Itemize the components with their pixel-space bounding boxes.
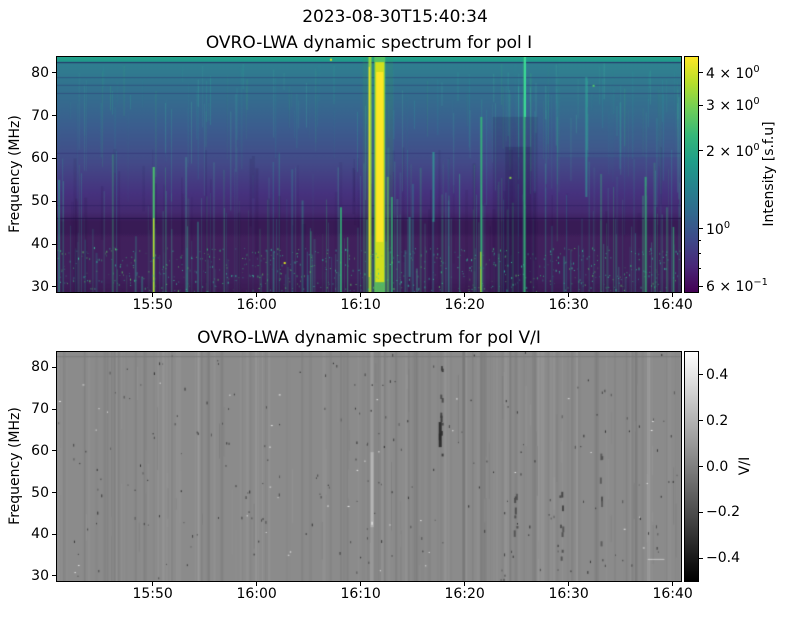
colorbar-tick-label: −0.2 xyxy=(706,504,740,521)
pol-vi-colorbar xyxy=(684,351,699,582)
colorbar-tick-label: 4 × 100 xyxy=(706,63,760,82)
x-tick-label: 16:20 xyxy=(444,586,485,602)
y-tick-mark xyxy=(52,492,56,494)
y-tick-label: 80 xyxy=(31,64,49,81)
colorbar-tick-mark xyxy=(699,285,703,287)
y-tick-label: 50 xyxy=(31,193,49,210)
x-tick-mark xyxy=(464,582,466,586)
y-tick-label: 70 xyxy=(31,107,49,124)
y-tick-label: 50 xyxy=(31,484,49,501)
y-tick-label: 80 xyxy=(31,359,49,376)
pol-i-title: OVRO-LWA dynamic spectrum for pol I xyxy=(205,33,533,53)
colorbar-tick-label: 0.4 xyxy=(706,366,729,383)
x-tick-label: 16:30 xyxy=(548,586,589,602)
x-tick-mark xyxy=(568,293,570,297)
pol-vi-spectrogram xyxy=(56,351,682,582)
colorbar-tick-mark xyxy=(699,374,703,376)
colorbar-tick-label: 100 xyxy=(706,219,731,238)
colorbar-tick-mark xyxy=(699,420,703,422)
x-tick-mark xyxy=(360,293,362,297)
colorbar-tick-label: 0.0 xyxy=(706,458,729,475)
y-tick-mark xyxy=(52,243,56,245)
colorbar-tick-mark xyxy=(699,466,703,467)
x-tick-mark xyxy=(672,582,674,586)
y-tick-label: 60 xyxy=(31,442,49,459)
y-tick-mark xyxy=(52,575,56,577)
pol-i-y-axis-label: Frequency (MHz) xyxy=(7,115,23,233)
colorbar-tick-label: 0.2 xyxy=(706,412,729,429)
x-tick-label: 15:50 xyxy=(132,297,173,313)
y-tick-label: 70 xyxy=(31,401,49,418)
x-tick-label: 16:10 xyxy=(340,297,381,313)
x-tick-mark xyxy=(256,293,258,297)
colorbar-tick-label: 2 × 100 xyxy=(706,141,760,160)
x-tick-label: 15:50 xyxy=(132,586,173,602)
pol-i-spectrogram xyxy=(56,56,682,293)
colorbar-minor-tick-mark xyxy=(699,268,701,270)
x-tick-mark xyxy=(568,582,570,586)
y-tick-mark xyxy=(52,286,56,288)
y-tick-label: 60 xyxy=(31,150,49,167)
colorbar-minor-tick-mark xyxy=(699,240,701,242)
x-tick-mark xyxy=(672,293,674,297)
x-tick-mark xyxy=(464,293,466,297)
y-tick-mark xyxy=(52,157,56,159)
y-tick-mark xyxy=(52,366,56,368)
pol-i-colorbar-label: Intensity [s.f.u] xyxy=(761,121,777,227)
y-tick-mark xyxy=(52,200,56,202)
colorbar-tick-mark xyxy=(699,511,703,513)
colorbar-tick-mark xyxy=(699,150,703,152)
colorbar-minor-tick-mark xyxy=(699,253,701,255)
figure-suptitle: 2023-08-30T15:40:34 xyxy=(302,7,488,27)
y-tick-label: 40 xyxy=(31,236,49,253)
colorbar-tick-mark xyxy=(699,104,703,106)
pol-vi-colorbar-label: V/I xyxy=(737,456,753,476)
x-tick-label: 16:00 xyxy=(236,297,277,313)
x-tick-label: 16:10 xyxy=(340,586,381,602)
x-tick-mark xyxy=(256,582,258,586)
x-tick-label: 16:30 xyxy=(548,297,589,313)
y-tick-mark xyxy=(52,72,56,74)
x-tick-label: 16:40 xyxy=(652,586,693,602)
y-tick-label: 30 xyxy=(31,278,49,295)
colorbar-tick-mark xyxy=(699,557,703,559)
y-tick-label: 30 xyxy=(31,567,49,584)
x-tick-label: 16:40 xyxy=(652,297,693,313)
x-tick-mark xyxy=(152,582,154,586)
x-tick-label: 16:00 xyxy=(236,586,277,602)
x-tick-mark xyxy=(152,293,154,297)
colorbar-tick-label: 3 × 100 xyxy=(706,96,760,114)
pol-i-colorbar xyxy=(684,56,699,293)
colorbar-tick-mark xyxy=(699,228,703,230)
y-tick-mark xyxy=(52,450,56,452)
colorbar-tick-mark xyxy=(699,72,703,74)
x-tick-mark xyxy=(360,582,362,586)
pol-vi-y-axis-label: Frequency (MHz) xyxy=(7,407,23,525)
y-tick-mark xyxy=(52,408,56,410)
colorbar-tick-label: −0.4 xyxy=(706,550,740,567)
y-tick-mark xyxy=(52,533,56,535)
y-tick-mark xyxy=(52,115,56,117)
y-tick-label: 40 xyxy=(31,526,49,543)
x-tick-label: 16:20 xyxy=(444,297,485,313)
colorbar-tick-label: 6 × 10−1 xyxy=(706,277,768,296)
pol-vi-title: OVRO-LWA dynamic spectrum for pol V/I xyxy=(197,328,541,348)
